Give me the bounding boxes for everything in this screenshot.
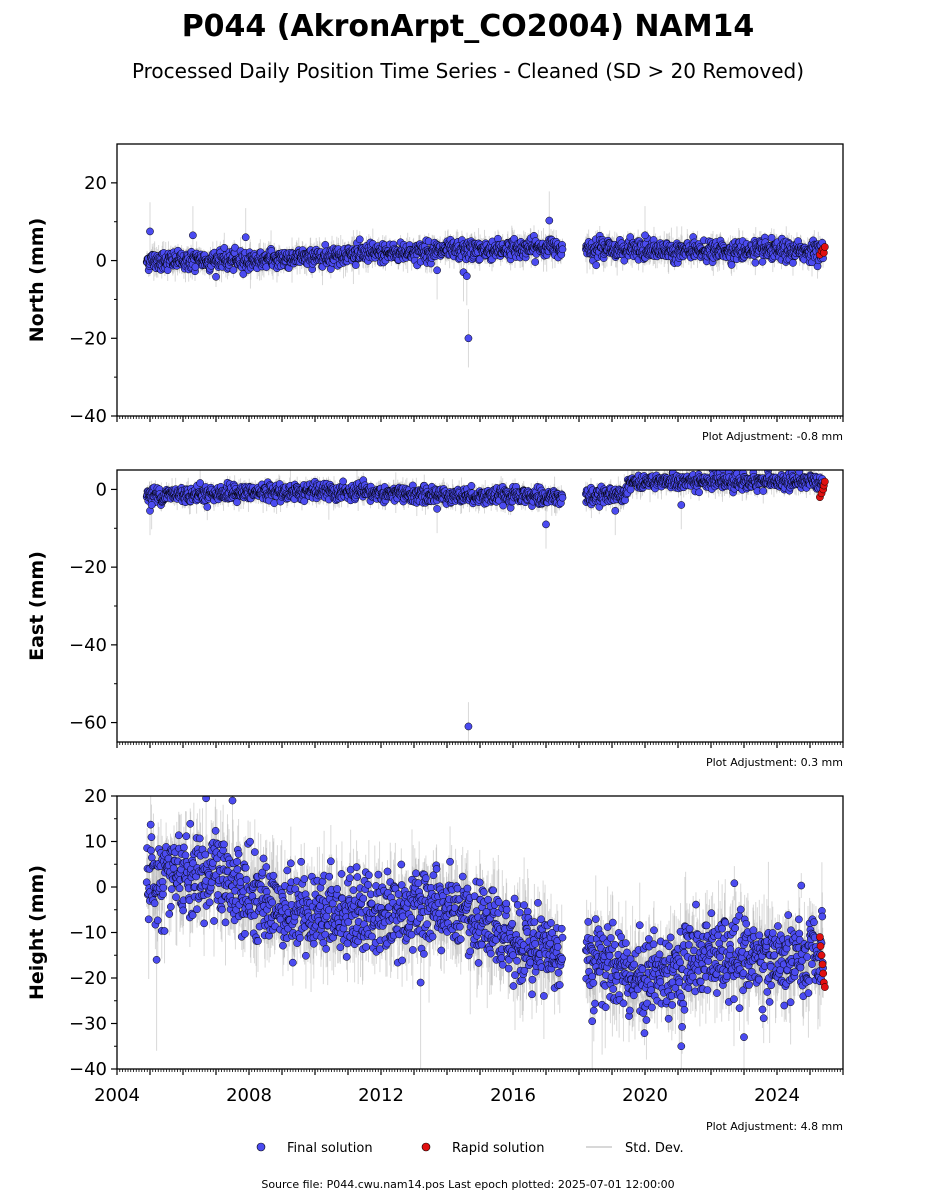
y-tick-label: −20 bbox=[69, 328, 107, 349]
north-y-axis-label: North (mm) bbox=[26, 218, 48, 343]
north-rapid-points bbox=[816, 243, 829, 259]
final-solution-outlier-point bbox=[433, 266, 441, 275]
final-solution-outlier-point bbox=[464, 334, 473, 343]
final-solution-point bbox=[321, 240, 330, 249]
north-y-axis: −40 −20 0 20 bbox=[69, 173, 117, 427]
north-axes-frame bbox=[116, 143, 844, 417]
final-solution-point bbox=[355, 235, 364, 244]
final-solution-point bbox=[758, 257, 767, 266]
chart-subtitle: Processed Daily Position Time Series - C… bbox=[132, 59, 804, 83]
final-solution-outlier-point bbox=[462, 272, 471, 280]
north-std-dev-bars bbox=[146, 191, 824, 368]
rapid-solution-point bbox=[821, 243, 829, 251]
final-solution-point bbox=[351, 261, 360, 269]
final-solution-point bbox=[789, 259, 797, 267]
north-plot-adjustment: Plot Adjustment: -0.8 mm bbox=[702, 430, 843, 443]
final-solution-point bbox=[727, 261, 736, 269]
final-solution-outlier-point bbox=[189, 231, 197, 240]
y-tick-label: 20 bbox=[84, 173, 107, 194]
final-solution-point bbox=[212, 272, 220, 281]
final-solution-point bbox=[751, 258, 760, 267]
final-solution-outlier-point bbox=[545, 216, 554, 225]
north-final-points bbox=[142, 216, 827, 343]
panels: −40 −20 0 20 North (mm) Plot Adjustment: -0.8… bbox=[26, 143, 844, 1133]
y-tick-label: 0 bbox=[96, 251, 107, 272]
final-solution-point bbox=[558, 245, 567, 254]
final-solution-outlier-point bbox=[241, 233, 250, 242]
final-solution-point bbox=[767, 233, 776, 242]
final-solution-point bbox=[592, 261, 601, 270]
y-tick-label: −40 bbox=[69, 406, 107, 427]
final-solution-point bbox=[531, 258, 540, 266]
final-solution-point bbox=[231, 243, 239, 252]
chart-title: P044 (AkronArpt_CO2004) NAM14 bbox=[182, 9, 755, 44]
final-solution-point bbox=[220, 244, 229, 252]
final-solution-point bbox=[620, 256, 629, 265]
final-solution-outlier-point bbox=[641, 231, 649, 240]
final-solution-point bbox=[239, 270, 248, 278]
north-x-axis bbox=[116, 416, 844, 422]
final-solution-point bbox=[475, 255, 484, 264]
final-solution-point bbox=[229, 266, 238, 274]
panel-north: −40 −20 0 20 North (mm) Plot Adjustment: -0.8… bbox=[26, 143, 844, 443]
north-plot-area bbox=[142, 191, 829, 368]
east-plot-area bbox=[142, 470, 829, 742]
final-solution-outlier-point bbox=[146, 227, 154, 236]
